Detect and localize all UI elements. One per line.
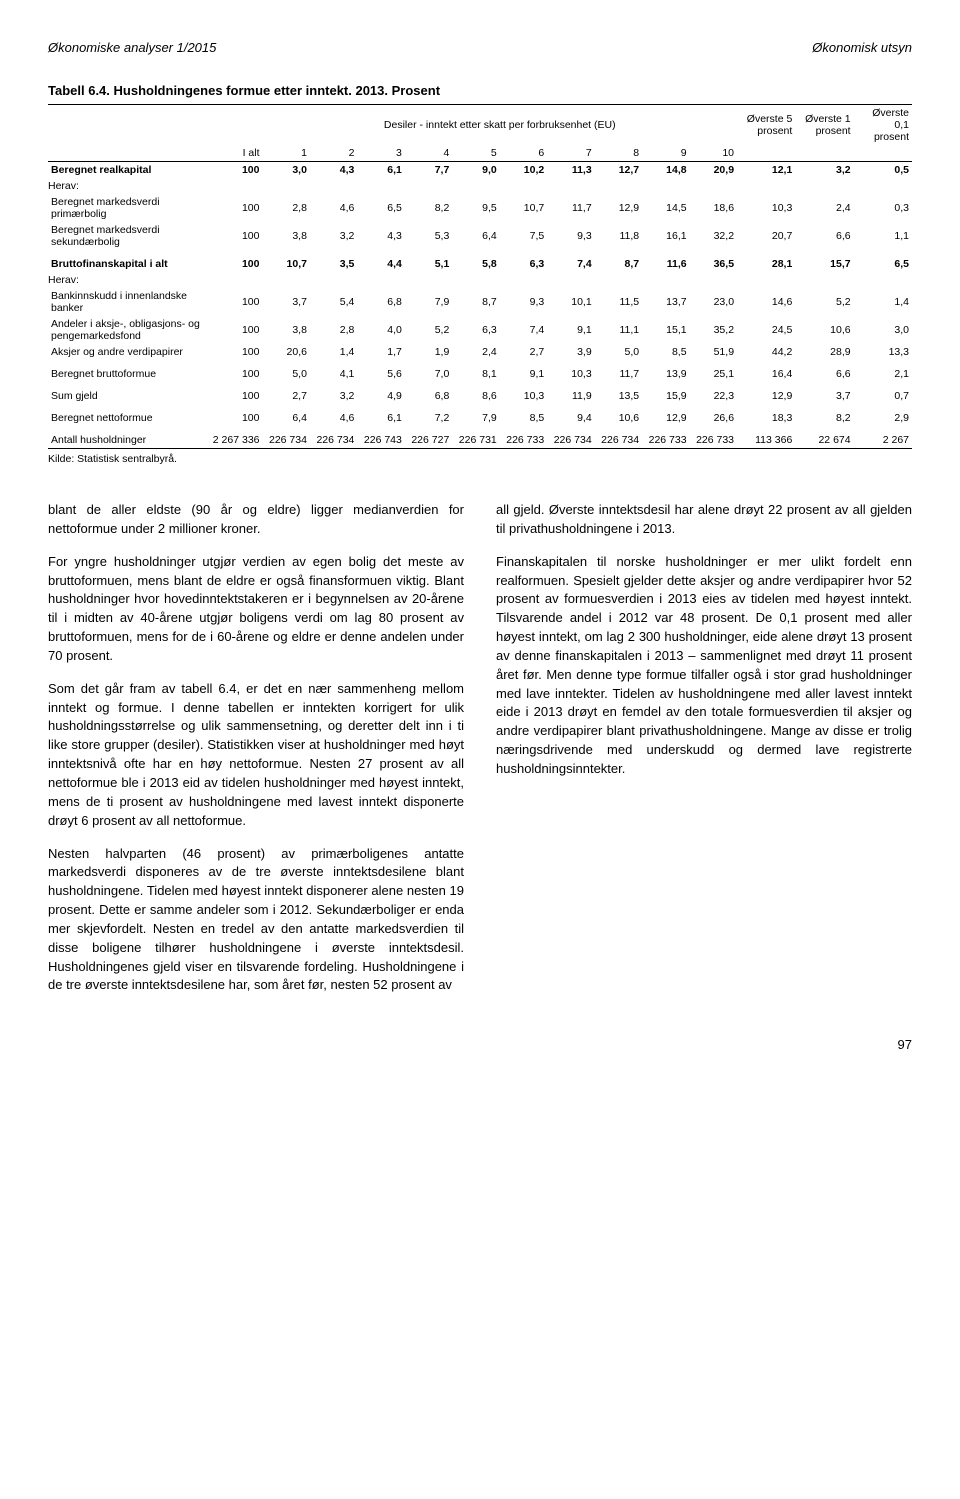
- row-realkapital: Beregnet realkapital 1003,04,36,17,79,01…: [48, 162, 912, 179]
- row-bruttoformue: Beregnet bruttoformue 1005,04,15,67,08,1…: [48, 360, 912, 382]
- col-10: 10: [690, 145, 737, 162]
- table-title: Tabell 6.4. Husholdningenes formue etter…: [48, 83, 912, 98]
- body-text: blant de aller eldste (90 år og eldre) l…: [48, 501, 912, 1009]
- desiler-header: Desiler - inntekt etter skatt per forbru…: [263, 105, 738, 146]
- para-r2: Finanskapitalen til norske husholdninger…: [496, 553, 912, 779]
- ov01-header: Øverste 0,1 prosent: [854, 105, 912, 146]
- row-herav1: Herav:: [48, 178, 912, 194]
- col-ialt: I alt: [206, 145, 263, 162]
- para-l1: blant de aller eldste (90 år og eldre) l…: [48, 501, 464, 539]
- col-4: 4: [405, 145, 452, 162]
- ov5-header: Øverste 5 prosent: [737, 105, 795, 146]
- body-left-column: blant de aller eldste (90 år og eldre) l…: [48, 501, 464, 1009]
- page-number: 97: [48, 1037, 912, 1052]
- row-herav2: Herav:: [48, 272, 912, 288]
- formue-table: Desiler - inntekt etter skatt per forbru…: [48, 104, 912, 449]
- ov1-header: Øverste 1 prosent: [795, 105, 853, 146]
- col-8: 8: [595, 145, 642, 162]
- para-l4: Nesten halvparten (46 prosent) av primær…: [48, 845, 464, 996]
- col-9: 9: [642, 145, 689, 162]
- row-sumgjeld: Sum gjeld 1002,73,24,96,88,610,311,913,5…: [48, 382, 912, 404]
- table-source: Kilde: Statistisk sentralbyrå.: [48, 453, 912, 465]
- header-right: Økonomisk utsyn: [812, 40, 912, 55]
- col-1: 1: [263, 145, 310, 162]
- row-antall: Antall husholdninger 2 267 336226 734226…: [48, 426, 912, 449]
- row-verdipapirer: Aksjer og andre verdipapirer 10020,61,41…: [48, 344, 912, 360]
- row-nettoformue: Beregnet nettoformue 1006,44,66,17,27,98…: [48, 404, 912, 426]
- row-primarbolig: Beregnet markedsverdi primærbolig 1002,8…: [48, 194, 912, 222]
- para-l3: Som det går fram av tabell 6.4, er det e…: [48, 680, 464, 831]
- body-right-column: all gjeld. Øverste inntektsdesil har ale…: [496, 501, 912, 1009]
- row-bankinnskudd: Bankinnskudd i innenlandske banker 1003,…: [48, 288, 912, 316]
- para-r1: all gjeld. Øverste inntektsdesil har ale…: [496, 501, 912, 539]
- col-7: 7: [547, 145, 594, 162]
- col-5: 5: [452, 145, 499, 162]
- row-aksjefond: Andeler i aksje-, obligasjons- og pengem…: [48, 316, 912, 344]
- para-l2: For yngre husholdninger utgjør verdien a…: [48, 553, 464, 666]
- row-bruttofinans: Bruttofinanskapital i alt 10010,73,54,45…: [48, 250, 912, 272]
- col-6: 6: [500, 145, 547, 162]
- header-left: Økonomiske analyser 1/2015: [48, 40, 216, 55]
- col-2: 2: [310, 145, 357, 162]
- col-3: 3: [357, 145, 404, 162]
- row-sekundarbolig: Beregnet markedsverdi sekundærbolig 1003…: [48, 222, 912, 250]
- running-header: Økonomiske analyser 1/2015 Økonomisk uts…: [48, 40, 912, 55]
